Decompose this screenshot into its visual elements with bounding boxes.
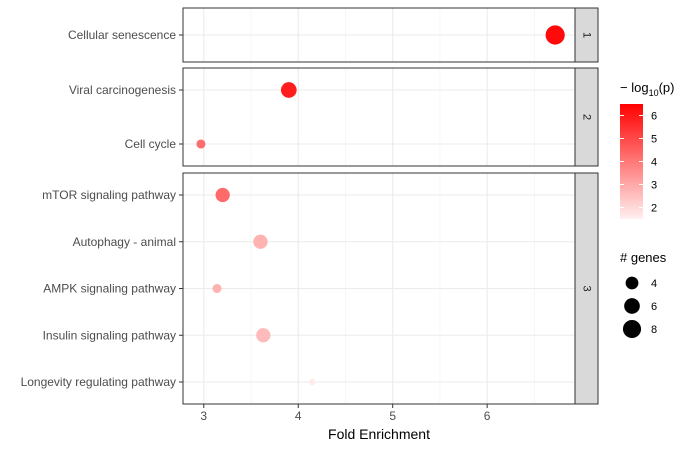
facet-panel-2: Viral carcinogenesis Cell cycle 2 bbox=[69, 67, 599, 167]
x-tick-label: 4 bbox=[295, 409, 302, 423]
color-bar-tick-label: 4 bbox=[651, 157, 657, 169]
size-legend-title: # genes bbox=[620, 250, 667, 265]
data-point bbox=[280, 82, 297, 98]
color-bar bbox=[620, 104, 643, 219]
facet-panel-3: mTOR signaling pathway Autophagy - animal… bbox=[21, 172, 599, 405]
color-bar-tick-label: 2 bbox=[651, 203, 657, 215]
term-label: Viral carcinogenesis bbox=[69, 83, 176, 97]
term-label: mTOR signaling pathway bbox=[42, 188, 176, 202]
term-label: Longevity regulating pathway bbox=[21, 375, 176, 389]
facet-strip bbox=[574, 172, 599, 405]
data-point bbox=[253, 234, 268, 249]
term-label: Autophagy - animal bbox=[73, 235, 176, 249]
facet-strip bbox=[574, 7, 599, 63]
x-tick-label: 3 bbox=[200, 409, 207, 423]
color-legend: − log10(p) 2 3 4 5 6 bbox=[620, 80, 674, 219]
facet-strip bbox=[574, 67, 599, 167]
size-legend-key bbox=[624, 298, 640, 314]
size-legend-key bbox=[625, 276, 639, 290]
term-label: AMPK signaling pathway bbox=[43, 282, 176, 296]
data-point bbox=[309, 378, 316, 386]
color-legend-title: − log10(p) bbox=[620, 80, 674, 98]
size-legend: # genes 4 6 8 bbox=[620, 250, 667, 339]
size-legend-items: 4 6 8 bbox=[622, 276, 657, 339]
facet-strip-label: 3 bbox=[581, 285, 593, 291]
size-legend-label: 8 bbox=[651, 324, 657, 336]
data-point bbox=[256, 328, 271, 343]
term-label: Insulin signaling pathway bbox=[43, 328, 176, 342]
facet-panel-1: Cellular senescence 1 bbox=[68, 7, 599, 63]
size-legend-key bbox=[622, 319, 642, 339]
x-tick-label: 5 bbox=[389, 409, 396, 423]
facet-strip-label: 1 bbox=[581, 32, 593, 38]
x-axis-title: Fold Enrichment bbox=[328, 426, 430, 442]
size-legend-label: 4 bbox=[651, 278, 657, 290]
term-label: Cellular senescence bbox=[68, 28, 176, 42]
data-point bbox=[212, 283, 222, 294]
panel-background bbox=[183, 68, 575, 166]
color-bar-tick-label: 5 bbox=[651, 134, 657, 146]
size-legend-label: 6 bbox=[651, 301, 657, 313]
color-bar-tick-label: 3 bbox=[651, 180, 657, 192]
data-point bbox=[215, 187, 230, 203]
x-axis: 3 4 5 6 bbox=[200, 404, 491, 423]
data-point bbox=[545, 25, 565, 45]
data-point bbox=[196, 139, 206, 149]
color-bar-tick-label: 6 bbox=[651, 111, 657, 123]
x-tick-label: 6 bbox=[484, 409, 491, 423]
facet-strip-label: 2 bbox=[581, 114, 593, 120]
term-label: Cell cycle bbox=[125, 137, 177, 151]
facet-panels: Cellular senescence 1 Viral carcinogenesis… bbox=[21, 7, 599, 405]
color-bar-ticks: 2 3 4 5 6 bbox=[620, 111, 657, 215]
